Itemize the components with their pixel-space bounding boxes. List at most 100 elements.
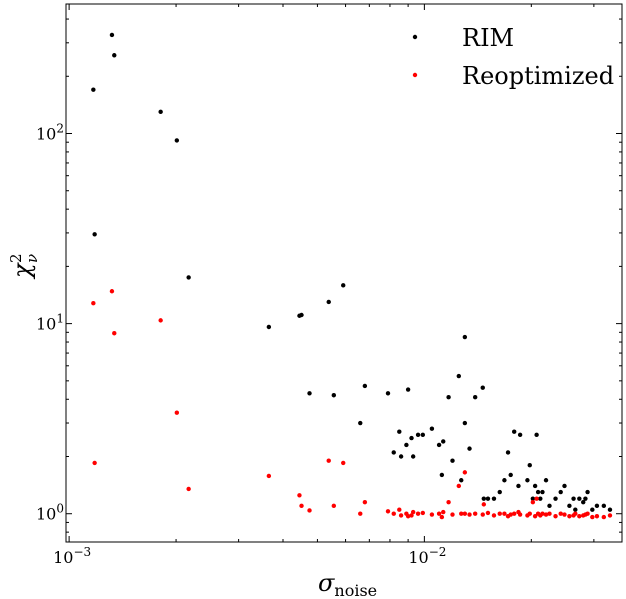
point-reoptimized-30 <box>446 499 451 505</box>
point-reoptimized-0 <box>91 301 96 306</box>
point-rim-17 <box>391 450 396 455</box>
y-axis-label: χ 2 ν <box>7 253 41 280</box>
point-rim-25 <box>420 432 426 438</box>
y-tick-label-exponent: 0 <box>56 502 64 516</box>
y-tick-label: 102 <box>36 122 64 144</box>
x-tick-label: 10−2 <box>408 545 446 567</box>
point-rim-72 <box>607 507 613 512</box>
point-reoptimized-58 <box>547 511 552 516</box>
point-reoptimized-31 <box>450 512 455 517</box>
point-reoptimized-11 <box>326 458 331 463</box>
point-rim-67 <box>583 496 588 501</box>
point-rim-53 <box>534 432 539 438</box>
point-rim-54 <box>535 489 541 495</box>
point-reoptimized-12 <box>331 503 337 509</box>
x-tick-label-exponent: −2 <box>429 545 447 559</box>
point-rim-5 <box>174 138 180 143</box>
point-rim-70 <box>594 503 600 509</box>
point-rim-65 <box>577 496 582 501</box>
point-rim-38 <box>480 385 485 390</box>
point-reoptimized-62 <box>567 514 572 519</box>
point-reoptimized-8 <box>297 493 302 498</box>
point-rim-34 <box>462 420 468 426</box>
point-reoptimized-22 <box>409 513 414 518</box>
point-rim-48 <box>517 432 523 438</box>
point-reoptimized-53 <box>534 496 539 501</box>
point-rim-33 <box>459 478 464 483</box>
point-rim-7 <box>266 324 272 330</box>
y-tick-label: 101 <box>36 312 64 334</box>
point-rim-22 <box>409 435 414 441</box>
point-rim-4 <box>158 109 163 115</box>
legend-marker-reoptimized <box>412 72 418 78</box>
point-rim-31 <box>450 458 455 463</box>
point-reoptimized-42 <box>497 511 502 516</box>
point-rim-46 <box>512 429 517 434</box>
point-reoptimized-43 <box>502 511 507 516</box>
x-axis-label: σnoise <box>318 569 377 599</box>
point-reoptimized-57 <box>543 512 549 517</box>
point-reoptimized-13 <box>341 460 346 466</box>
point-reoptimized-5 <box>174 410 180 415</box>
legend: RIM Reoptimized <box>412 24 614 90</box>
point-reoptimized-48 <box>517 512 523 517</box>
y-tick-label: 100 <box>36 502 64 524</box>
point-reoptimized-3 <box>112 331 117 336</box>
y-tick-label-exponent: 1 <box>56 312 64 326</box>
point-rim-20 <box>404 442 409 448</box>
point-rim-71 <box>601 503 607 509</box>
point-rim-12 <box>331 393 337 398</box>
point-rim-0 <box>91 87 96 92</box>
point-reoptimized-7 <box>266 473 272 479</box>
legend-label-reoptimized: Reoptimized <box>462 62 614 90</box>
point-reoptimized-33 <box>459 511 464 516</box>
point-reoptimized-32 <box>456 483 461 489</box>
point-reoptimized-72 <box>607 513 613 518</box>
plot-frame <box>65 3 623 543</box>
point-reoptimized-19 <box>398 513 404 518</box>
point-reoptimized-61 <box>562 512 567 517</box>
x-tick-label: 10−3 <box>53 545 91 567</box>
point-rim-27 <box>436 442 442 448</box>
point-rim-30 <box>446 395 451 400</box>
point-rim-9 <box>299 312 304 318</box>
point-rim-36 <box>467 446 472 451</box>
y-tick-label-base: 10 <box>36 315 56 334</box>
point-rim-10 <box>307 391 312 396</box>
y-axis-label-subscript: ν <box>23 254 41 263</box>
point-reoptimized-46 <box>512 511 517 516</box>
point-rim-19 <box>398 454 404 459</box>
point-rim-69 <box>590 507 595 512</box>
point-reoptimized-59 <box>553 514 558 519</box>
x-axis-label-symbol: σ <box>318 569 335 597</box>
point-rim-15 <box>362 383 368 389</box>
legend-label-rim: RIM <box>462 24 514 52</box>
point-rim-3 <box>112 53 117 58</box>
point-rim-18 <box>397 429 402 434</box>
y-tick-label-base: 10 <box>36 505 56 524</box>
point-reoptimized-1 <box>92 460 97 466</box>
point-reoptimized-10 <box>307 508 312 513</box>
point-reoptimized-37 <box>472 511 478 516</box>
point-rim-60 <box>558 489 563 495</box>
point-rim-51 <box>530 496 536 501</box>
point-rim-44 <box>505 450 511 455</box>
point-rim-59 <box>553 496 558 501</box>
point-rim-68 <box>585 489 590 495</box>
point-reoptimized-25 <box>420 510 426 516</box>
point-rim-28 <box>439 472 445 478</box>
point-reoptimized-68 <box>585 511 590 516</box>
point-reoptimized-35 <box>462 511 468 516</box>
point-reoptimized-26 <box>429 512 435 517</box>
point-rim-47 <box>516 483 521 489</box>
point-reoptimized-39 <box>481 502 487 507</box>
point-rim-40 <box>485 496 491 501</box>
point-rim-55 <box>538 496 543 501</box>
point-reoptimized-51 <box>530 499 536 505</box>
point-rim-64 <box>573 507 578 512</box>
point-rim-61 <box>562 483 567 489</box>
point-reoptimized-4 <box>158 318 163 323</box>
point-reoptimized-40 <box>485 510 491 516</box>
point-reoptimized-38 <box>480 512 485 517</box>
point-rim-45 <box>508 472 513 478</box>
